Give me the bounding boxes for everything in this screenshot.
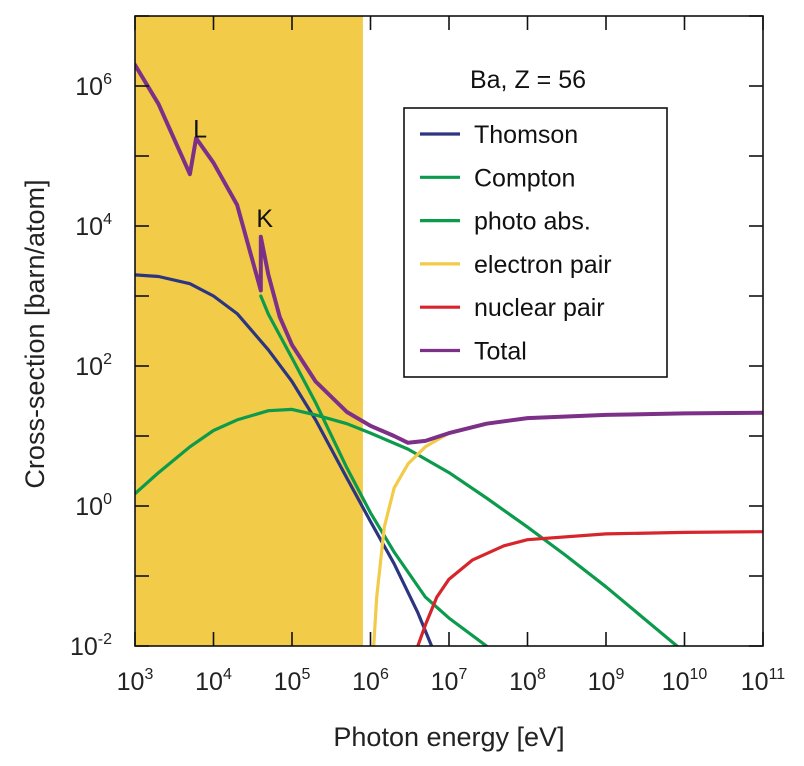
- y-tick-label: 106: [75, 71, 112, 101]
- legend-label-photo-abs: photo abs.: [474, 208, 591, 236]
- series-line-thomson: [135, 273, 434, 646]
- x-tick-label: 1011: [741, 666, 786, 696]
- legend-label-nuclear-pair: nuclear pair: [474, 294, 605, 322]
- y-tick-label: 10-2: [70, 631, 112, 661]
- x-axis-label: Photon energy [eV]: [333, 722, 564, 752]
- y-tick-label: 100: [75, 491, 112, 521]
- series-line-total: [135, 62, 763, 445]
- legend-label-total: Total: [474, 338, 527, 366]
- series-line-nuclear-pair: [416, 530, 763, 646]
- x-tick-label: 103: [117, 666, 154, 696]
- x-tick-label: 106: [352, 666, 389, 696]
- annotation-k-edge: K: [256, 205, 273, 233]
- y-axis-label: Cross-section [barn/atom]: [20, 179, 50, 488]
- legend-label-compton: Compton: [474, 164, 575, 192]
- series-curves: [135, 62, 763, 646]
- x-tick-label: 105: [274, 666, 311, 696]
- y-tick-label: 102: [75, 351, 112, 381]
- legend: Thomson Compton photo abs. electron pair nuc…: [403, 107, 668, 378]
- legend-label-electron-pair: electron pair: [474, 251, 612, 279]
- x-tick-label: 104: [195, 666, 232, 696]
- tick-labels: 103 104 105 106 107 108 109 1010 1011 10-2 100 102 1…: [70, 71, 785, 696]
- x-tick-label: 107: [431, 666, 468, 696]
- x-tick-label: 108: [509, 666, 546, 696]
- legend-label-thomson: Thomson: [474, 121, 578, 149]
- series-line-photo-abs: [259, 294, 489, 646]
- chart-title: Ba, Z = 56: [470, 66, 586, 94]
- series-line-compton: [135, 407, 679, 646]
- shaded-region: [135, 16, 363, 646]
- axis-ticks: [134, 15, 764, 647]
- x-tick-label: 109: [588, 666, 625, 696]
- legend-box: [403, 107, 668, 378]
- annotation-l-edge: L: [193, 116, 207, 144]
- y-tick-label: 104: [75, 211, 112, 241]
- x-tick-label: 1010: [662, 666, 708, 696]
